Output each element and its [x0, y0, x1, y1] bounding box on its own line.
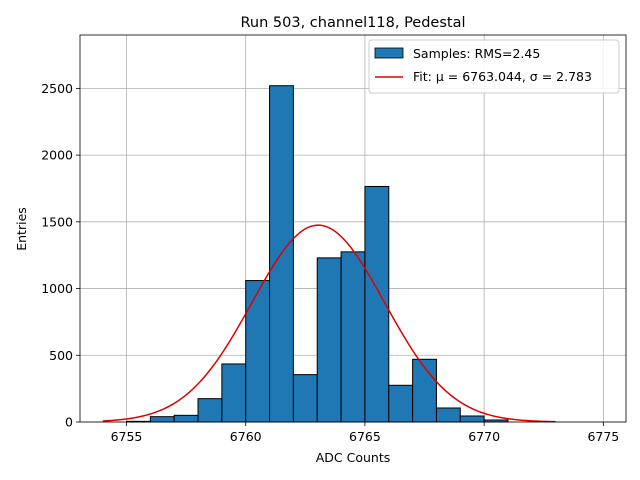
- x-tick-label: 6770: [468, 429, 500, 444]
- y-axis-ticks: 0 500 1000 1500 2000 2500: [41, 81, 80, 430]
- x-tick-label: 6765: [349, 429, 381, 444]
- x-axis-ticks: 6755 6760 6765 6770 6775: [111, 422, 619, 444]
- y-tick-label: 1500: [41, 214, 73, 229]
- chart-title: Run 503, channel118, Pedestal: [240, 15, 465, 31]
- x-axis-label: ADC Counts: [316, 450, 391, 465]
- histogram-bar: [221, 363, 247, 423]
- y-tick-label: 500: [49, 348, 73, 363]
- histogram-bar: [197, 398, 223, 423]
- legend-histogram-swatch: [374, 47, 404, 59]
- x-tick-label: 6760: [230, 429, 262, 444]
- legend-fit-label: Fit: μ = 6763.044, σ = 2.783: [413, 69, 592, 84]
- fit-curve: [102, 224, 556, 423]
- legend-box: [368, 39, 620, 94]
- y-tick-label: 2000: [41, 148, 73, 163]
- histogram-bar: [316, 257, 342, 423]
- legend: Samples: RMS=2.45 Fit: μ = 6763.044, σ =…: [368, 39, 620, 94]
- histogram-bar: [340, 251, 366, 423]
- histogram-bars: [125, 85, 509, 423]
- histogram-bar: [388, 384, 414, 423]
- histogram-bar: [459, 415, 485, 423]
- y-tick-label: 0: [65, 415, 73, 430]
- y-axis-label: Entries: [14, 207, 29, 251]
- histogram-bar: [173, 414, 199, 423]
- plot-frame: [79, 34, 627, 423]
- y-tick-label: 1000: [41, 281, 73, 296]
- histogram-bar: [412, 358, 437, 423]
- legend-histogram-label: Samples: RMS=2.45: [413, 46, 540, 61]
- y-tick-label: 2500: [41, 81, 73, 96]
- histogram-bar: [292, 374, 318, 423]
- x-tick-label: 6775: [587, 429, 619, 444]
- histogram-bar: [245, 280, 271, 423]
- x-tick-label: 6755: [111, 429, 143, 444]
- histogram-bar: [435, 407, 461, 423]
- histogram-bar: [149, 416, 175, 423]
